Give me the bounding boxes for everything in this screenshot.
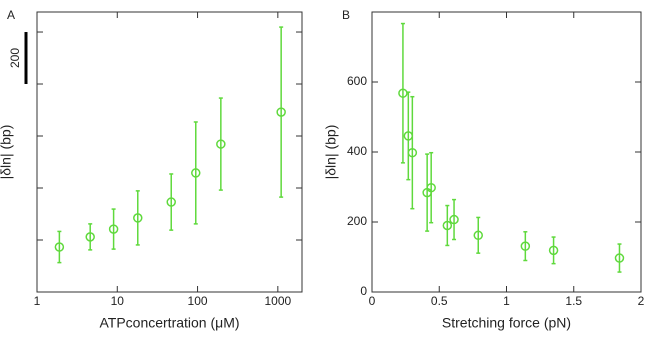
x-tick-label: 1 (503, 294, 510, 308)
y-tick-label: 0 (360, 284, 367, 298)
x-tick-label: 10 (111, 294, 125, 308)
x-axis-label: ATPconcertration (μM) (99, 315, 239, 331)
x-axis-label: Stretching force (pN) (442, 315, 571, 331)
plot-frame (36, 11, 303, 293)
data-point (85, 232, 95, 242)
data-point (216, 139, 226, 149)
data-point (108, 224, 119, 234)
data-point (520, 241, 531, 251)
panel-label: B (342, 8, 350, 22)
x-tick-label: 0.5 (431, 294, 448, 308)
x-tick-label: 0 (369, 294, 376, 308)
data-point (398, 88, 408, 98)
data-point (614, 253, 625, 263)
x-tick-label: 2 (638, 294, 645, 308)
scale-bar-label: 200 (8, 48, 22, 68)
data-point (473, 230, 484, 241)
y-tick-label: 400 (347, 144, 367, 158)
data-point (166, 197, 176, 207)
data-point (426, 182, 436, 193)
y-axis-label: |δln| (bp) (0, 125, 14, 180)
x-tick-label: 1000 (264, 294, 291, 308)
x-tick-label: 1 (34, 294, 41, 308)
data-point (407, 147, 418, 158)
data-point (449, 214, 459, 225)
x-tick-label: 1.5 (565, 294, 582, 308)
data-point (191, 168, 201, 178)
data-point (548, 245, 559, 256)
y-tick-label: 600 (347, 74, 367, 88)
data-point (54, 242, 65, 252)
y-axis-label: |δln| (bp) (323, 125, 339, 180)
x-tick-label: 100 (188, 294, 208, 308)
data-point (442, 220, 453, 231)
data-point (276, 107, 286, 117)
data-point (133, 213, 143, 223)
panel-label: A (7, 8, 15, 22)
y-tick-label: 200 (347, 214, 367, 228)
